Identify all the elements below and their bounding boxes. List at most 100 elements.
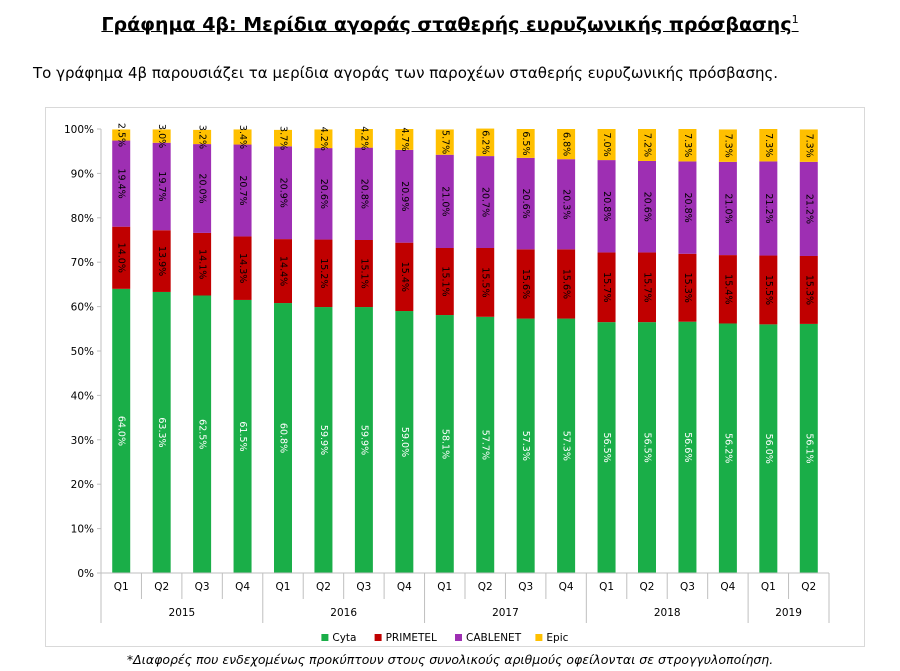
bar-value-label: 20.0% (197, 173, 208, 203)
bar-value-label: 3.7% (278, 126, 289, 150)
bar-value-label: 21.0% (722, 193, 733, 223)
x-tick-label: Q4 (559, 581, 574, 593)
bar-value-label: 61.5% (237, 421, 248, 451)
bar-segment (112, 129, 131, 141)
bar-value-label: 15.6% (561, 269, 572, 299)
bar-value-label: 15.3% (682, 273, 693, 303)
x-tick-label: Q3 (680, 581, 695, 593)
bar-segment (354, 147, 373, 240)
bar-segment (597, 129, 616, 161)
bar-segment (274, 303, 292, 573)
x-tick-label: Q3 (195, 581, 210, 593)
bar-value-label: 3.4% (237, 125, 248, 149)
x-tick-label: Q1 (761, 581, 776, 593)
footnote: *Διαφορές που ενδεχομένως προκύπτουν στο… (126, 652, 774, 667)
bar-segment (718, 161, 737, 256)
legend-label: Epic (546, 632, 568, 644)
bar-value-label: 15.7% (642, 272, 653, 302)
bar-value-label: 3.2% (197, 125, 208, 149)
x-group-label: 2015 (169, 607, 196, 619)
bar-value-label: 58.1% (439, 429, 450, 459)
bar-segment (759, 129, 778, 162)
bar-segment (678, 253, 697, 322)
bar-value-label: 15.1% (439, 266, 450, 296)
bar-segment (112, 288, 131, 573)
bar-value-label: 15.3% (803, 275, 814, 305)
bar-value-label: 20.8% (601, 191, 612, 221)
market-share-chart: 0% 10% 20% 30% 40% 50% 60% 70% 80% 90% 100% 64.0% 14… (64, 123, 830, 644)
bar-value-label: 62.5% (197, 419, 208, 449)
bar-value-label: 4.7% (399, 127, 410, 151)
bar-value-label: 15.7% (601, 272, 612, 302)
legend-label: CABLENET (466, 632, 522, 644)
bar-segment (799, 255, 818, 324)
bar-value-label: 4.2% (318, 127, 329, 151)
legend-swatch (455, 634, 462, 641)
x-group-label: 2019 (775, 607, 802, 619)
bar-segment (314, 148, 333, 240)
x-tick-label: Q3 (518, 581, 533, 593)
y-tick-label: 40% (71, 390, 94, 402)
bar-segment (638, 252, 656, 323)
bar-value-label: 56.2% (722, 433, 733, 463)
bar-value-label: 64.0% (116, 416, 127, 446)
page-title-text: Γράφημα 4β: Μερίδια αγοράς σταθερής ευρυ… (101, 13, 792, 36)
x-tick-label: Q1 (437, 581, 452, 593)
bar-segment (759, 161, 778, 256)
y-tick-label: 10% (71, 524, 94, 536)
bar-segment (597, 252, 616, 323)
bar-segment (395, 149, 414, 243)
bar-segment (799, 161, 818, 256)
bar-value-label: 7.3% (803, 134, 814, 158)
intro-text: Το γράφημα 4β παρουσιάζει τα μερίδια αγο… (33, 64, 779, 82)
bar-segment (233, 144, 252, 237)
bar-segment (476, 128, 495, 157)
bar-segment (638, 322, 656, 573)
bar-value-label: 20.8% (682, 192, 693, 222)
x-tick-label: Q4 (720, 581, 735, 593)
x-group-label: 2018 (654, 607, 681, 619)
bar-value-label: 2.5% (116, 123, 127, 147)
bar-segment (395, 242, 414, 312)
bar-segment (435, 247, 454, 316)
bar-segment (597, 322, 616, 573)
x-tick-label: Q2 (640, 581, 655, 593)
bar-value-label: 15.5% (763, 275, 774, 305)
bar-value-label: 6.5% (520, 131, 531, 155)
bar-value-label: 14.1% (197, 249, 208, 279)
bar-value-label: 56.1% (803, 433, 814, 463)
bar-value-label: 4.2% (358, 126, 369, 150)
bar-segment (557, 318, 576, 573)
bar-value-label: 21.2% (803, 194, 814, 224)
bar-value-label: 59.0% (399, 427, 410, 457)
bar-value-label: 20.7% (480, 187, 491, 217)
bar-value-label: 7.0% (601, 132, 612, 156)
bar-segment (314, 307, 333, 573)
bar-segment (152, 129, 171, 143)
x-tick-label: Q4 (235, 581, 250, 593)
bar-value-label: 7.3% (763, 133, 774, 157)
x-tick-label: Q2 (478, 581, 493, 593)
bar-value-label: 57.3% (561, 431, 572, 461)
bar-segment (193, 144, 212, 233)
bar-segment (233, 236, 252, 300)
bar-value-label: 59.9% (318, 425, 329, 455)
bar-value-label: 6.2% (480, 130, 491, 154)
bar-segment (678, 161, 697, 254)
bar-segment (759, 255, 778, 325)
bar-segment (759, 324, 778, 573)
bar-value-label: 6.8% (561, 132, 572, 156)
y-tick-label: 0% (77, 568, 94, 580)
bar-value-label: 14.4% (278, 256, 289, 286)
bar-value-label: 20.9% (278, 178, 289, 208)
bar-segment (476, 316, 495, 573)
bar-segment (678, 321, 697, 573)
bar-value-label: 20.3% (561, 189, 572, 219)
bar-segment (435, 315, 454, 573)
bar-segment (354, 129, 373, 148)
bar-segment (557, 129, 576, 160)
bar-value-label: 56.5% (601, 432, 612, 462)
chart-frame (45, 107, 865, 647)
bar-value-label: 20.8% (358, 179, 369, 209)
bar-segment (557, 159, 576, 250)
